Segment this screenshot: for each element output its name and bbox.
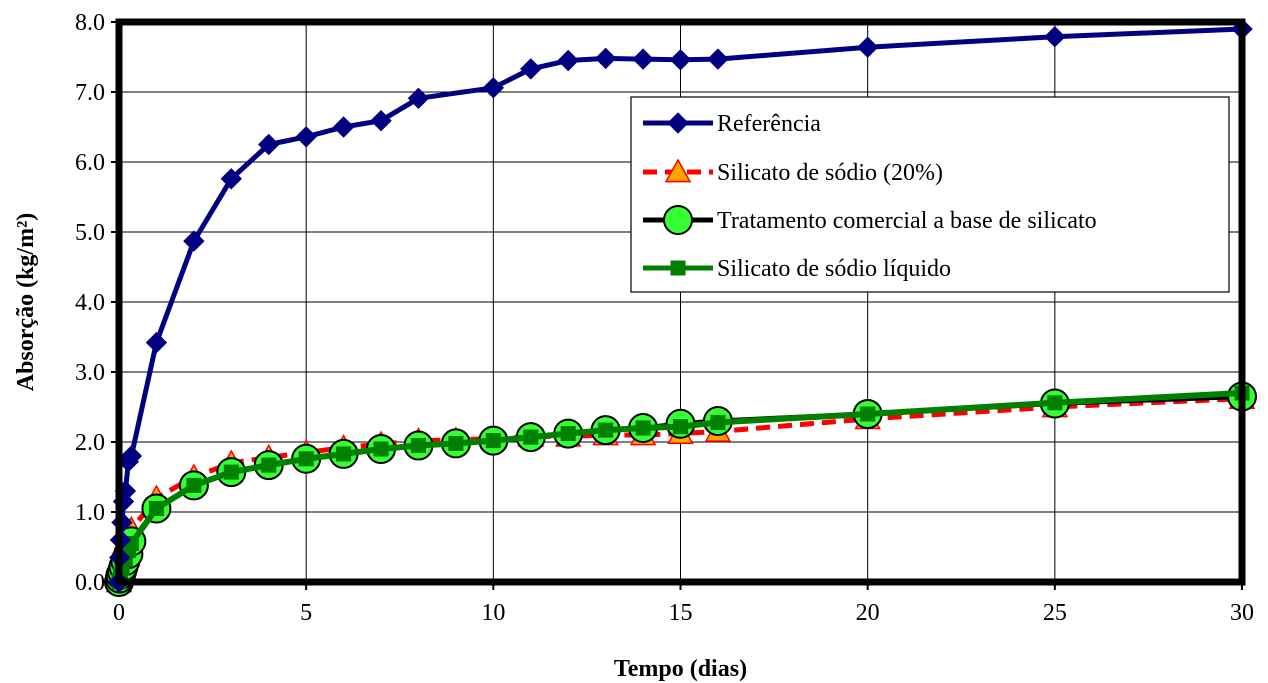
data-point-square bbox=[223, 464, 239, 480]
data-point-square bbox=[860, 406, 876, 422]
series-group bbox=[104, 18, 1257, 597]
legend-box bbox=[630, 96, 1230, 293]
data-point-diamond bbox=[332, 116, 355, 138]
legend-label: Tratamento comercial a base de silicato bbox=[717, 208, 1097, 234]
data-point-square bbox=[373, 441, 389, 457]
y-tick-labels: 0.0 1.0 2.0 3.0 4.0 5.0 6.0 7.0 8.0 bbox=[75, 10, 105, 596]
x-tick-label: 5 bbox=[300, 600, 312, 626]
data-point-diamond bbox=[669, 49, 692, 71]
legend-label: Silicato de sódio (20%) bbox=[717, 160, 943, 186]
data-point-square bbox=[485, 433, 501, 449]
data-point-diamond bbox=[707, 48, 729, 70]
y-tick-label: 8.0 bbox=[75, 10, 105, 36]
y-axis-title: Absorção (kg/m²) bbox=[13, 213, 39, 392]
data-point-diamond bbox=[632, 48, 654, 70]
data-point-square bbox=[673, 419, 688, 435]
series-3 bbox=[111, 385, 1250, 590]
x-tick-label: 10 bbox=[481, 600, 505, 626]
data-point-square bbox=[560, 426, 576, 442]
data-point-square bbox=[1047, 395, 1063, 411]
data-point-square bbox=[410, 438, 426, 453]
x-axis-title: Tempo (dias) bbox=[614, 656, 747, 682]
data-point-diamond bbox=[667, 112, 689, 134]
data-point-square bbox=[336, 446, 352, 462]
x-tick-label: 15 bbox=[669, 600, 693, 626]
data-point-diamond bbox=[120, 445, 143, 467]
data-point-square bbox=[298, 451, 314, 467]
legend-label: Silicato de sódio líquido bbox=[717, 256, 951, 282]
data-point-diamond bbox=[856, 36, 879, 58]
data-point-square bbox=[148, 501, 164, 516]
data-point-diamond bbox=[407, 87, 430, 110]
y-tick-label: 1.0 bbox=[75, 500, 105, 526]
data-point-diamond bbox=[258, 133, 280, 156]
data-point-diamond bbox=[370, 109, 392, 132]
legend: Referência Silicato de sódio (20%) Tratame… bbox=[630, 96, 1230, 293]
legend-label: Referência bbox=[717, 111, 821, 137]
data-point-diamond bbox=[520, 58, 542, 80]
y-tick-label: 6.0 bbox=[75, 150, 105, 176]
y-tick-label: 7.0 bbox=[75, 80, 105, 106]
legend-item: Tratamento comercial a base de silicato bbox=[643, 205, 1097, 235]
y-tick-label: 2.0 bbox=[75, 430, 105, 456]
data-point-square bbox=[523, 429, 539, 445]
data-point-square bbox=[261, 457, 277, 473]
data-point-square bbox=[670, 260, 686, 276]
legend-item: Silicato de sódio líquido bbox=[643, 256, 951, 282]
y-tick-label: 5.0 bbox=[75, 220, 105, 246]
y-tick-label: 0.0 bbox=[75, 570, 105, 596]
x-tick-label: 0 bbox=[113, 600, 125, 626]
data-point-square bbox=[635, 420, 651, 436]
data-point-square bbox=[598, 422, 614, 438]
legend-item: Referência bbox=[643, 111, 821, 137]
data-point-diamond bbox=[482, 77, 505, 99]
data-point-triangle bbox=[664, 158, 692, 183]
data-point-square bbox=[186, 477, 202, 493]
x-tick-label: 30 bbox=[1230, 600, 1254, 626]
plot-frame bbox=[115, 18, 1246, 586]
y-tick-label: 3.0 bbox=[75, 360, 105, 386]
data-point-diamond bbox=[220, 168, 243, 190]
x-tick-labels: 0 5 10 15 20 25 30 bbox=[113, 600, 1254, 626]
data-point-circle bbox=[663, 205, 693, 235]
y-tick-label: 4.0 bbox=[75, 290, 105, 316]
legend-item: Silicato de sódio (20%) bbox=[643, 158, 943, 186]
data-point-diamond bbox=[594, 47, 617, 70]
series-0 bbox=[108, 18, 1253, 593]
data-point-diamond bbox=[557, 49, 579, 72]
x-tick-label: 25 bbox=[1043, 600, 1067, 626]
x-tick-label: 20 bbox=[856, 600, 880, 626]
data-point-diamond bbox=[183, 230, 205, 252]
data-point-square bbox=[448, 435, 464, 451]
data-point-diamond bbox=[1044, 25, 1066, 48]
data-point-diamond bbox=[145, 331, 168, 354]
data-point-square bbox=[710, 414, 726, 430]
data-point-diamond bbox=[295, 126, 317, 148]
